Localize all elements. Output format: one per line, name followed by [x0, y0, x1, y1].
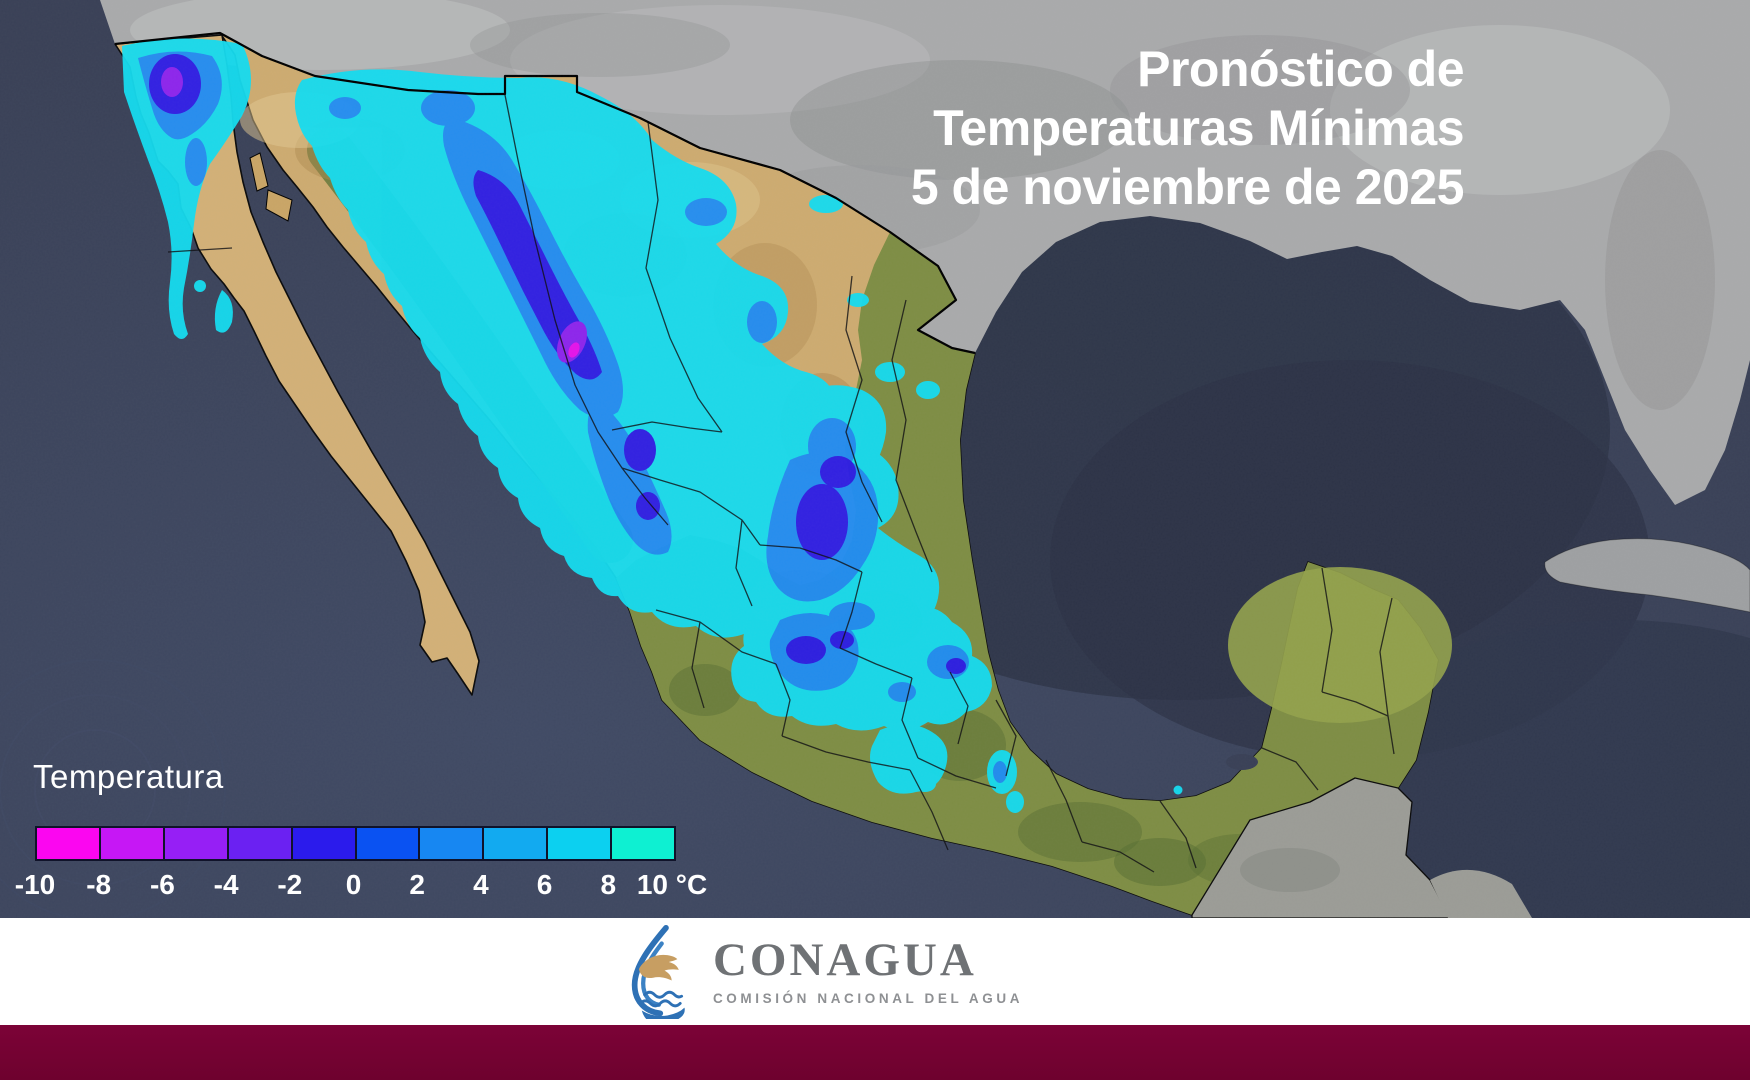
legend-tick-label: -2 [277, 869, 303, 900]
title-line-1: Pronóstico de [1137, 41, 1464, 97]
legend-title: Temperatura [33, 758, 224, 795]
grain-texture [0, 0, 1750, 918]
legend-tick-label: 2 [409, 869, 425, 900]
legend-color-cell [484, 828, 549, 859]
legend-color-cell [548, 828, 613, 859]
title-line-2: Temperaturas Mínimas [933, 100, 1464, 156]
legend-tick-label: 6 [536, 869, 553, 900]
legend-tick-label: 4 [473, 869, 489, 900]
map-title: Pronóstico de Temperaturas Mínimas 5 de … [910, 40, 1465, 217]
legend-tick-label: -4 [213, 869, 239, 900]
legend-color-cell [612, 828, 675, 859]
org-name: CONAGUA [712, 934, 977, 986]
legend-tick-label: -6 [149, 869, 175, 900]
legend-tick-label: -8 [86, 869, 112, 900]
legend-color-cell [164, 828, 229, 859]
bottom-maroon-bar [0, 1025, 1750, 1080]
conagua-logo: CONAGUA COMISIÓN NACIONAL DEL AGUA [617, 924, 1024, 1019]
legend-color-cell [420, 828, 485, 859]
mexico-temperature-map [0, 0, 1750, 919]
org-subtitle: COMISIÓN NACIONAL DEL AGUA [712, 991, 1024, 1006]
temperature-legend: Temperatura -10 -8 -6 -4 -2 0 2 4 6 8 10 °C [15, 758, 793, 909]
legend-ticks: -10 -8 -6 -4 -2 0 2 4 6 8 10 °C [15, 869, 793, 909]
title-line-3: 5 de noviembre de 2025 [910, 159, 1465, 215]
legend-tick-label: 8 [600, 869, 617, 900]
legend-color-cell [37, 828, 101, 859]
legend-tick-label: 10 °C [636, 869, 708, 900]
footer-band: CONAGUA COMISIÓN NACIONAL DEL AGUA [0, 918, 1750, 1025]
legend-color-cell [292, 828, 357, 859]
legend-color-bar [35, 826, 676, 861]
legend-tick-label: -10 [14, 869, 56, 900]
legend-tick-label: 0 [345, 869, 362, 900]
legend-color-cell [100, 828, 165, 859]
water-drop-eagle-icon [631, 924, 685, 1019]
legend-color-cell [228, 828, 293, 859]
map-area [0, 0, 1750, 919]
legend-color-cell [356, 828, 421, 859]
